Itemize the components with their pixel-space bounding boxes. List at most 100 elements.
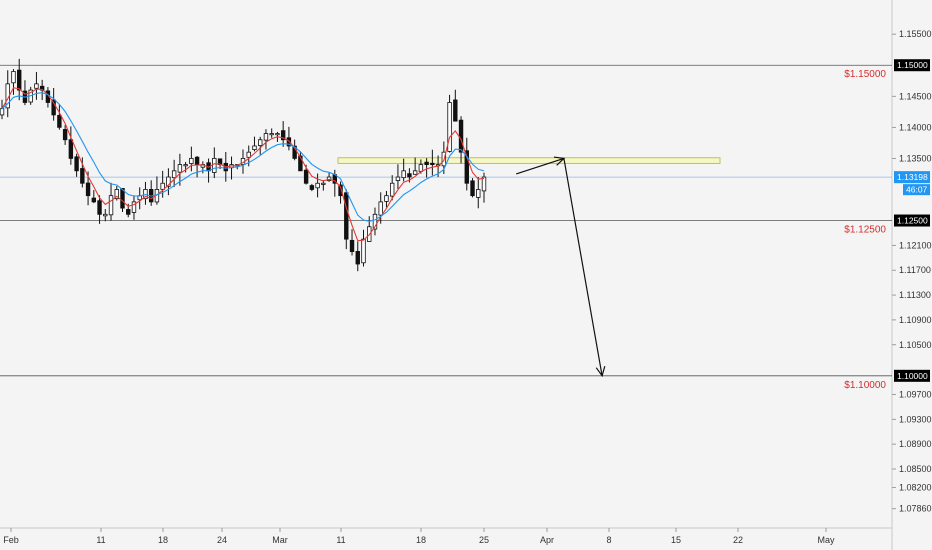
- level-label: $1.10000: [844, 380, 886, 391]
- x-tick-label: 8: [606, 535, 611, 545]
- candle-body: [458, 119, 464, 153]
- candle-body: [57, 114, 62, 128]
- level-lines: $1.15000 $1.12500 $1.10000: [0, 64, 892, 391]
- x-tick-label: 11: [336, 535, 345, 545]
- y-tick-label: 1.09300: [899, 414, 932, 424]
- candle-body: [103, 213, 108, 217]
- candle-body: [131, 201, 137, 213]
- candle-body: [80, 168, 85, 184]
- arrowhead-down: [595, 366, 606, 378]
- candle-body: [269, 133, 274, 136]
- candle-body: [85, 182, 91, 197]
- candle-body: [349, 239, 355, 252]
- candle-body: [275, 133, 280, 136]
- candle-body: [407, 173, 412, 178]
- candle-body: [372, 213, 378, 230]
- candle-body: [395, 176, 401, 181]
- x-tick-label: 18: [158, 535, 168, 545]
- candle-body: [321, 182, 326, 185]
- x-tick-label: 15: [671, 535, 681, 545]
- candle-body: [401, 170, 406, 179]
- level-price-badge: [894, 369, 930, 382]
- ema-fast-line: [1, 87, 485, 242]
- candle-body: [126, 209, 131, 215]
- y-tick-label: 1.14000: [899, 122, 932, 132]
- candle-body: [447, 102, 452, 152]
- projection-arrows[interactable]: [516, 156, 606, 378]
- candle-body: [0, 108, 5, 116]
- candle-body: [91, 197, 97, 203]
- candle-body: [189, 157, 194, 164]
- price-axis[interactable]: 1.15500 1.14500 1.14000 1.13500 1.12100 1.117…: [892, 29, 932, 514]
- y-tick-label: 1.10500: [899, 340, 932, 350]
- level-price-badge-label: 1.12500: [897, 216, 928, 226]
- resistance-zone[interactable]: [337, 157, 721, 164]
- candle-body: [120, 188, 125, 209]
- level-price-badge-label: 1.10000: [897, 371, 928, 381]
- candle-body: [11, 71, 16, 84]
- candle-body: [303, 169, 309, 184]
- ema-slow-line: [1, 92, 485, 222]
- y-tick-label: 1.12100: [899, 240, 932, 250]
- level-label: $1.12500: [844, 225, 886, 236]
- countdown-badge-label: 46:07: [906, 185, 928, 195]
- candle-body: [309, 185, 315, 190]
- candle-body: [476, 189, 481, 198]
- x-tick-label: 22: [733, 535, 743, 545]
- y-tick-label: 1.07860: [899, 504, 932, 514]
- candle-body: [338, 184, 343, 197]
- candle-body: [378, 201, 383, 216]
- candle-body: [68, 139, 74, 159]
- candle-body: [298, 155, 303, 172]
- x-tick-label: Feb: [3, 535, 19, 545]
- y-tick-label: 1.08900: [899, 439, 932, 449]
- level-price-badge-label: 1.15000: [897, 60, 928, 70]
- x-tick-label: Mar: [272, 535, 288, 545]
- y-tick-label: 1.11700: [899, 265, 931, 275]
- resistance-zone-rect: [337, 157, 721, 164]
- y-tick-label: 1.08500: [899, 464, 932, 474]
- candle-body: [464, 150, 469, 184]
- candle-body: [481, 176, 487, 192]
- candle-body: [418, 164, 424, 172]
- candle-body: [114, 189, 119, 200]
- current-price-badge-label: 1.13198: [897, 172, 928, 182]
- candle-body: [194, 156, 200, 166]
- candle-body: [62, 129, 68, 141]
- y-tick-label: 1.11300: [899, 290, 931, 300]
- candle-body: [430, 162, 435, 166]
- time-axis[interactable]: Feb 11 18 24 Mar 11 18 25 Apr 8 15 22 May: [3, 528, 835, 545]
- y-tick-label: 1.13500: [899, 153, 932, 163]
- countdown-badge: [903, 184, 930, 196]
- candle-body: [361, 238, 366, 264]
- candle-body: [315, 182, 320, 189]
- candle-body: [108, 195, 114, 216]
- candle-body: [412, 170, 418, 175]
- candle-body: [384, 195, 389, 202]
- arrowhead-up: [553, 156, 566, 166]
- candle-body: [183, 164, 188, 167]
- candle-body: [453, 99, 458, 122]
- level-label: $1.15000: [844, 69, 886, 80]
- candle-body: [246, 151, 251, 158]
- candle-body: [97, 200, 102, 215]
- candle-body: [34, 83, 39, 89]
- candle-body: [292, 145, 297, 159]
- level-price-badge: [894, 59, 930, 72]
- candle-body: [280, 130, 286, 141]
- candle-body: [355, 251, 360, 265]
- x-tick-label: 18: [416, 535, 426, 545]
- level-badges: 1.15000 1.12500 1.10000 1.13198 46:07: [894, 59, 930, 382]
- candle-body: [74, 156, 79, 172]
- x-tick-label: 24: [217, 535, 227, 545]
- candle-body: [166, 176, 171, 187]
- candle-body: [252, 145, 257, 150]
- y-tick-label: 1.09700: [899, 389, 932, 399]
- moving-averages: [1, 87, 485, 242]
- candle-body: [212, 157, 217, 173]
- x-tick-label: 11: [96, 535, 105, 545]
- y-tick-label: 1.10900: [899, 315, 932, 325]
- candle-body: [171, 170, 177, 179]
- current-price-badge: [894, 171, 930, 184]
